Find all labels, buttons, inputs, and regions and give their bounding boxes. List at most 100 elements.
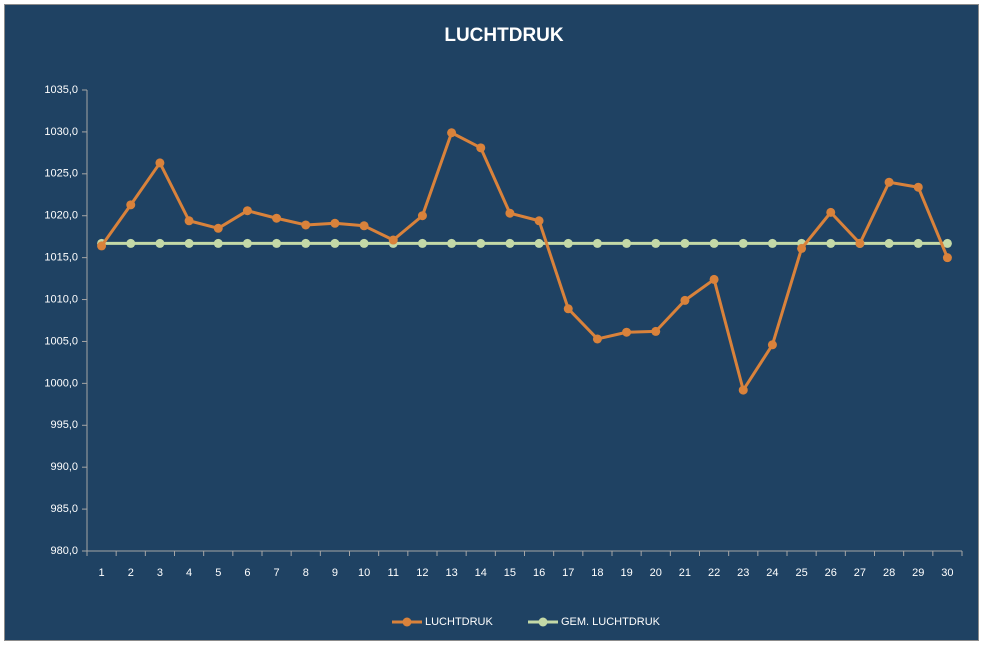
point bbox=[651, 238, 661, 248]
point bbox=[709, 238, 719, 248]
legend-marker bbox=[538, 617, 548, 627]
x-tick-label: 29 bbox=[912, 567, 924, 579]
y-tick-label: 995,0 bbox=[50, 419, 78, 431]
x-tick-label: 17 bbox=[562, 567, 574, 579]
x-tick-label: 28 bbox=[883, 567, 895, 579]
x-tick-label: 21 bbox=[679, 567, 691, 579]
x-tick-label: 27 bbox=[854, 567, 866, 579]
point bbox=[855, 238, 865, 248]
y-tick-label: 1030,0 bbox=[44, 126, 78, 138]
point bbox=[622, 238, 632, 248]
x-tick-label: 1 bbox=[99, 567, 105, 579]
x-tick-label: 7 bbox=[274, 567, 280, 579]
x-tick-label: 23 bbox=[737, 567, 749, 579]
x-tick-label: 4 bbox=[186, 567, 192, 579]
point bbox=[272, 213, 282, 223]
point bbox=[826, 207, 836, 217]
point bbox=[126, 200, 136, 210]
point bbox=[505, 208, 515, 218]
point bbox=[184, 216, 194, 226]
x-tick-label: 19 bbox=[620, 567, 632, 579]
chart-background bbox=[4, 4, 979, 641]
point bbox=[680, 238, 690, 248]
x-tick-label: 11 bbox=[388, 567, 399, 579]
point bbox=[884, 238, 894, 248]
point bbox=[417, 211, 427, 221]
point bbox=[709, 274, 719, 284]
chart-title: LUCHTDRUK bbox=[444, 25, 564, 46]
x-tick-label: 13 bbox=[445, 567, 457, 579]
point bbox=[330, 238, 340, 248]
x-tick-label: 9 bbox=[332, 567, 338, 579]
point bbox=[447, 128, 457, 138]
point bbox=[476, 238, 486, 248]
y-tick-label: 1035,0 bbox=[44, 84, 78, 96]
x-tick-label: 8 bbox=[303, 567, 309, 579]
y-tick-label: 1005,0 bbox=[44, 335, 78, 347]
x-tick-label: 15 bbox=[504, 567, 516, 579]
point bbox=[592, 334, 602, 344]
x-tick-label: 16 bbox=[533, 567, 545, 579]
point bbox=[534, 216, 544, 226]
point bbox=[242, 206, 252, 216]
point bbox=[651, 326, 661, 336]
x-tick-label: 6 bbox=[244, 567, 250, 579]
point bbox=[738, 238, 748, 248]
point bbox=[155, 158, 165, 168]
point bbox=[213, 238, 223, 248]
point bbox=[126, 238, 136, 248]
point bbox=[184, 238, 194, 248]
point bbox=[622, 327, 632, 337]
point bbox=[884, 177, 894, 187]
x-tick-label: 2 bbox=[128, 567, 134, 579]
x-tick-label: 26 bbox=[825, 567, 837, 579]
series-line bbox=[100, 131, 949, 392]
point bbox=[272, 238, 282, 248]
point bbox=[301, 220, 311, 230]
point bbox=[563, 238, 573, 248]
point bbox=[942, 238, 952, 248]
y-tick-label: 1015,0 bbox=[44, 252, 78, 264]
point bbox=[359, 238, 369, 248]
point bbox=[301, 238, 311, 248]
point bbox=[534, 238, 544, 248]
point bbox=[155, 238, 165, 248]
x-tick-label: 30 bbox=[941, 567, 953, 579]
x-tick-label: 24 bbox=[766, 567, 778, 579]
y-tick-label: 1010,0 bbox=[44, 293, 78, 305]
x-tick-label: 10 bbox=[358, 567, 370, 579]
x-tick-label: 14 bbox=[475, 567, 487, 579]
point bbox=[476, 143, 486, 153]
legend-marker bbox=[402, 617, 412, 627]
x-tick-label: 25 bbox=[795, 567, 807, 579]
point bbox=[330, 218, 340, 228]
point bbox=[942, 253, 952, 263]
point bbox=[97, 241, 107, 251]
point bbox=[417, 238, 427, 248]
point bbox=[447, 238, 457, 248]
point bbox=[767, 238, 777, 248]
y-tick-label: 1025,0 bbox=[44, 168, 78, 180]
point bbox=[242, 238, 252, 248]
x-tick-label: 22 bbox=[708, 567, 720, 579]
point bbox=[505, 238, 515, 248]
x-tick-label: 3 bbox=[157, 567, 163, 579]
point bbox=[767, 340, 777, 350]
y-tick-label: 1020,0 bbox=[44, 210, 78, 222]
y-tick-label: 985,0 bbox=[50, 503, 78, 515]
point bbox=[738, 385, 748, 395]
y-tick-label: 990,0 bbox=[50, 461, 78, 473]
x-tick-label: 18 bbox=[591, 567, 603, 579]
point bbox=[213, 223, 223, 233]
point bbox=[592, 238, 602, 248]
x-tick-label: 20 bbox=[650, 567, 662, 579]
point bbox=[913, 238, 923, 248]
y-tick-label: 1000,0 bbox=[44, 377, 78, 389]
x-tick-label: 12 bbox=[416, 567, 428, 579]
x-tick-label: 5 bbox=[215, 567, 221, 579]
point bbox=[913, 182, 923, 192]
point bbox=[826, 238, 836, 248]
legend-label: GEM. LUCHTDRUK bbox=[561, 616, 661, 628]
